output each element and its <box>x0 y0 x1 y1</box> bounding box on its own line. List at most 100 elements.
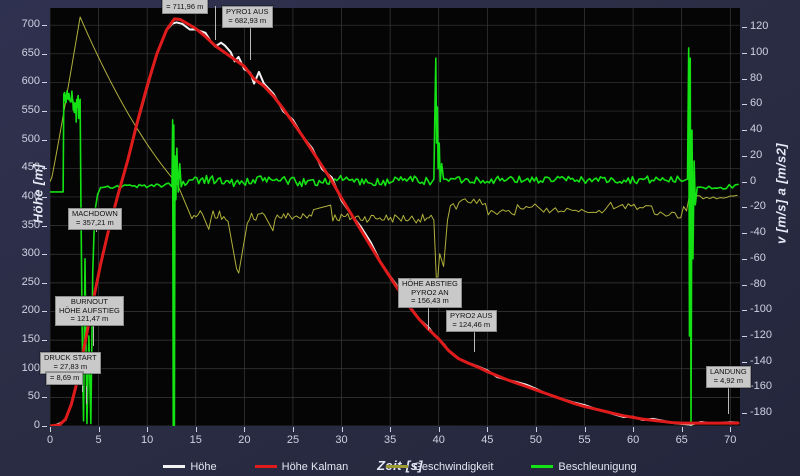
annotation-title: MACHDOWN <box>72 209 118 218</box>
y-tick-mark-right <box>742 258 747 260</box>
legend-swatch <box>531 465 554 468</box>
y-tick-mark-right <box>742 155 747 157</box>
legend-label: Höhe Kalman <box>281 460 349 473</box>
y-tick-left: 600 <box>21 75 40 88</box>
y-tick-mark-left <box>42 426 47 427</box>
annotation-hoehe-abstieg[interactable]: HÖHE ABSTIEG PYRO2 AN = 156,43 m <box>398 278 462 309</box>
y-tick-right: -180 <box>750 406 773 419</box>
x-tick-mark <box>438 427 440 432</box>
y-tick-right: 40 <box>750 123 763 136</box>
legend-item-2[interactable]: Geschwindigkeit <box>386 461 493 473</box>
annotation-pyro1-an[interactable]: PYRO1 AN= 711,96 m <box>162 0 208 14</box>
x-tick: 50 <box>529 434 543 446</box>
y-tick-mark-right <box>742 27 747 29</box>
annotation-value: = 682,93 m <box>228 15 267 25</box>
plot-canvas <box>50 8 740 426</box>
x-tick-mark <box>292 427 294 432</box>
y-tick-right: 0 <box>750 174 757 187</box>
y-tick-left: 450 <box>21 161 40 174</box>
annotation-value: = 711,96 m <box>166 1 204 11</box>
y-tick-left: 400 <box>21 189 40 202</box>
y-tick-mark-left <box>42 168 47 170</box>
annotation-leader-line <box>86 386 87 404</box>
y-tick-mark-right <box>742 387 747 389</box>
y-tick-right: 120 <box>750 20 769 33</box>
y-tick-left: 100 <box>21 361 40 374</box>
y-tick-left: 650 <box>21 46 40 59</box>
annotation-pyro1-aus[interactable]: PYRO1 AUS = 682,93 m <box>222 6 273 28</box>
annotation-landung[interactable]: LANDUNG = 4,92 m <box>706 366 751 388</box>
annotation-value: = 156,43 m <box>411 296 449 306</box>
annotation-burnout[interactable]: BURNOUT HÖHE AUFSTIEG = 121,47 m <box>55 296 124 327</box>
annotation-title: PYRO1 AUS <box>226 7 269 16</box>
x-tick-mark <box>584 427 586 432</box>
y-tick-mark-right <box>742 78 747 80</box>
x-tick: 55 <box>578 434 591 446</box>
x-tick-mark <box>390 427 392 432</box>
x-tick: 0 <box>46 434 54 446</box>
y-tick-right: -100 <box>750 303 773 316</box>
legend-swatch <box>163 465 186 468</box>
annotation-title: PYRO2 AUS <box>450 311 493 320</box>
x-tick: 30 <box>335 434 348 446</box>
y-tick-left: 50 <box>27 390 40 403</box>
annotation-pyro2-aus[interactable]: PYRO2 AUS = 124,46 m <box>446 310 497 332</box>
y-tick-mark-left <box>42 53 47 55</box>
annotation-title: HÖHE ABSTIEG <box>402 279 458 288</box>
y-tick-left: 300 <box>21 247 40 260</box>
y-tick-mark-right <box>742 310 747 312</box>
x-tick-mark <box>487 427 489 432</box>
annotation-title: DRUCK START <box>44 353 97 362</box>
x-tick: 45 <box>481 434 494 446</box>
annotation-value: = 124,46 m <box>452 319 491 329</box>
annotation-leader-line <box>474 326 475 352</box>
y-tick-mark-right <box>742 335 747 337</box>
annotation-druck-start[interactable]: DRUCK START = 27,83 m <box>40 352 101 374</box>
x-tick: 35 <box>384 434 397 446</box>
annotation-gnd[interactable]: = 8,69 m <box>46 372 84 386</box>
y-tick-mark-left <box>42 311 47 313</box>
y-tick-right: -80 <box>750 277 766 290</box>
legend-label: Höhe <box>190 460 217 473</box>
annotation-leader-line <box>250 24 251 60</box>
y-tick-mark-left <box>42 25 47 27</box>
annotation-subtitle: PYRO2 AN <box>411 287 449 297</box>
y-tick-mark-left <box>42 225 47 227</box>
y-tick-mark-left <box>42 139 47 141</box>
annotation-leader-line <box>428 304 429 330</box>
legend-item-3[interactable]: Beschleunigung <box>531 461 637 473</box>
y-tick-mark-left <box>42 111 47 113</box>
y-tick-mark-left <box>42 340 47 342</box>
y-tick-right: -40 <box>750 226 766 239</box>
y-tick-left: 500 <box>21 132 40 145</box>
y-tick-right: 80 <box>750 71 763 84</box>
y-tick-left: 350 <box>21 218 40 231</box>
x-tick: 15 <box>189 434 202 446</box>
legend-swatch <box>254 465 277 468</box>
x-tick: 25 <box>286 434 300 446</box>
x-tick-mark <box>244 427 246 432</box>
annotation-value: = 357,21 m <box>76 217 114 227</box>
y-tick-right: -160 <box>750 380 773 393</box>
x-tick-mark <box>730 427 732 432</box>
annotation-leader-line <box>215 6 216 40</box>
x-tick-mark <box>681 427 683 432</box>
y-tick-mark-left <box>42 397 47 399</box>
x-tick-mark <box>98 427 100 432</box>
y-tick-mark-right <box>742 104 747 106</box>
annotation-value: = 27,83 m <box>53 361 88 371</box>
y-tick-mark-right <box>742 413 747 415</box>
y-tick-mark-right <box>742 207 747 209</box>
annotation-machdown[interactable]: MACHDOWN = 357,21 m <box>68 208 122 230</box>
series-layer <box>50 16 740 426</box>
legend-item-0[interactable]: Höhe <box>163 460 217 473</box>
legend-item-1[interactable]: Höhe Kalman <box>254 460 349 473</box>
x-tick: 5 <box>95 434 102 446</box>
y-tick-mark-right <box>742 284 747 286</box>
y-tick-mark-left <box>42 196 47 198</box>
y-tick-mark-right <box>742 361 747 363</box>
y-tick-left: 200 <box>21 304 40 317</box>
y-tick-right: -60 <box>750 251 766 264</box>
y-tick-mark-right <box>742 233 747 235</box>
